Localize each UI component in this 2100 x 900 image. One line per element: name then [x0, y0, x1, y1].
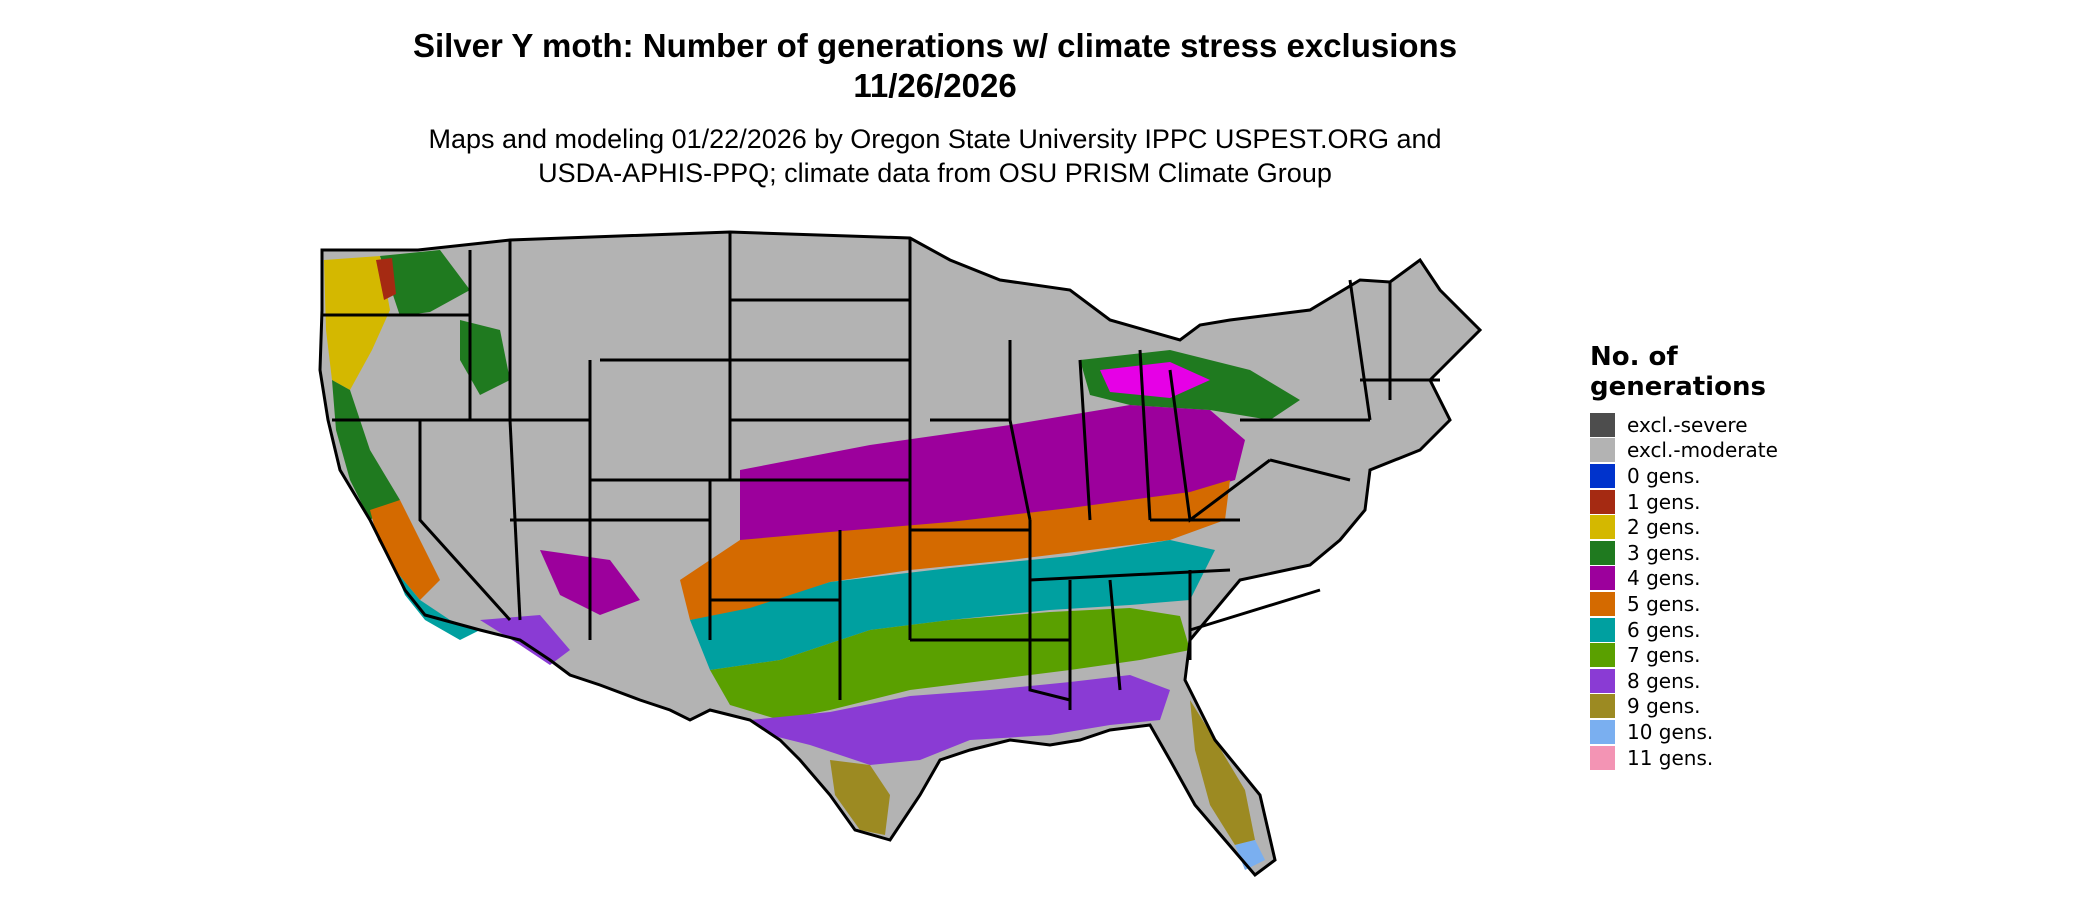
legend-items: excl.-severe excl.-moderate 0 gens. 1 gens.…: [1590, 412, 1778, 770]
zone-pnw-1gens: [376, 258, 396, 300]
legend-item: 2 gens.: [1590, 514, 1778, 540]
legend-label: 8 gens.: [1627, 668, 1701, 693]
legend-item: 3 gens.: [1590, 540, 1778, 566]
map-subtitle-line2: USDA-APHIS-PPQ; climate data from OSU PR…: [538, 158, 1332, 188]
legend-label: 2 gens.: [1627, 515, 1701, 540]
zone-idaho-3gens: [460, 320, 510, 395]
legend-item: 10 gens.: [1590, 719, 1778, 745]
zone-florida-9gens: [1190, 700, 1255, 845]
legend-swatch: [1590, 515, 1615, 540]
legend-item: 11 gens.: [1590, 745, 1778, 771]
legend-item: 9 gens.: [1590, 694, 1778, 720]
legend-swatch: [1590, 668, 1615, 693]
zone-ca-6gens: [395, 570, 480, 640]
zone-coast-3gens: [332, 380, 400, 520]
zone-ohio-4gens-bright: [1100, 362, 1210, 398]
map-title: Silver Y moth: Number of generations w/ …: [412, 27, 1458, 64]
legend-item: 6 gens.: [1590, 617, 1778, 643]
legend-swatch: [1590, 694, 1615, 719]
legend-label: 3 gens.: [1627, 540, 1701, 565]
legend-title: No. of generations: [1590, 342, 1766, 402]
legend-label: 5 gens.: [1627, 591, 1701, 616]
state-boundaries: [318, 230, 1483, 878]
legend-label: 6 gens.: [1627, 617, 1701, 642]
legend-item: excl.-severe: [1590, 412, 1778, 438]
legend-item: excl.-moderate: [1590, 438, 1778, 464]
zone-az-8gens: [480, 615, 570, 665]
legend-label: 9 gens.: [1627, 694, 1701, 719]
legend-swatch: [1590, 412, 1615, 437]
zone-band-4gens: [740, 405, 1245, 545]
us-generation-map: [318, 230, 1483, 878]
zone-texas-9gens: [830, 760, 890, 835]
zone-pnw-2gens: [324, 256, 390, 390]
legend-swatch: [1590, 463, 1615, 488]
legend-swatch: [1590, 719, 1615, 744]
legend-item: 5 gens.: [1590, 591, 1778, 617]
legend-item: 4 gens.: [1590, 566, 1778, 592]
legend-swatch: [1590, 745, 1615, 770]
map-subtitle-line1: Maps and modeling 01/22/2026 by Oregon S…: [428, 124, 1442, 154]
zone-band-5gens: [680, 480, 1230, 620]
legend: No. of generations excl.-severe excl.-mod…: [1590, 342, 1778, 770]
legend-label: 1 gens.: [1627, 489, 1701, 514]
legend-label: 4 gens.: [1627, 566, 1701, 591]
legend-label: 11 gens.: [1627, 745, 1714, 770]
legend-item: 0 gens.: [1590, 463, 1778, 489]
legend-label: 0 gens.: [1627, 463, 1701, 488]
legend-label: 10 gens.: [1627, 719, 1714, 744]
legend-label: excl.-severe: [1627, 412, 1748, 437]
legend-swatch: [1590, 540, 1615, 565]
legend-label: 7 gens.: [1627, 643, 1701, 668]
legend-item: 8 gens.: [1590, 668, 1778, 694]
legend-swatch: [1590, 591, 1615, 616]
legend-swatch: [1590, 643, 1615, 668]
legend-swatch: [1590, 489, 1615, 514]
legend-swatch: [1590, 438, 1615, 463]
legend-label: excl.-moderate: [1627, 438, 1778, 463]
legend-item: 7 gens.: [1590, 642, 1778, 668]
legend-swatch: [1590, 566, 1615, 591]
zone-pnw-3gens: [380, 250, 470, 316]
legend-swatch: [1590, 617, 1615, 642]
zone-ca-5gens: [370, 500, 440, 600]
map-date: 11/26/2026: [853, 67, 1017, 104]
legend-item: 1 gens.: [1590, 489, 1778, 515]
zone-band-6gens: [690, 540, 1215, 670]
